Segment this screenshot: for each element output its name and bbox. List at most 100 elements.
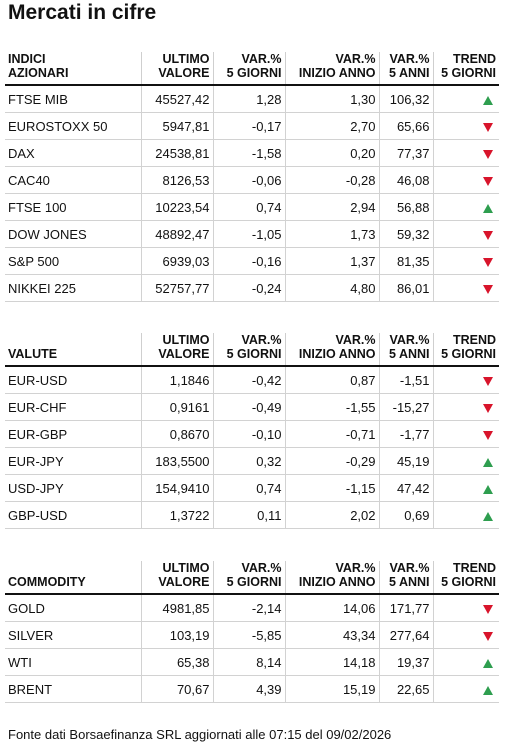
- header-var-5y-line2: 5 ANNI: [388, 347, 430, 361]
- section-title-line2: COMMODITY: [8, 575, 86, 589]
- var-5d: -0,42: [212, 366, 285, 394]
- header-trend-line1: TREND: [452, 333, 496, 347]
- trend-up-icon: [483, 685, 493, 695]
- last-value: 48892,47: [140, 220, 213, 248]
- var-5d: -0,16: [212, 247, 285, 275]
- var-ytd: 43,34: [284, 621, 379, 649]
- var-5d: -1,58: [212, 139, 285, 167]
- var-5y: 59,32: [378, 220, 433, 248]
- trend-down-icon: [483, 149, 493, 159]
- var-ytd: 4,80: [284, 274, 379, 302]
- header-var-ytd-line1: VAR.%: [335, 52, 376, 66]
- var-ytd: 14,06: [284, 594, 379, 622]
- last-value: 1,1846: [140, 366, 213, 394]
- instrument-name: BRENT: [5, 675, 141, 703]
- var-5d: 0,32: [212, 447, 285, 475]
- var-5y: -1,51: [378, 366, 433, 394]
- var-ytd: 1,37: [284, 247, 379, 275]
- last-value: 183,5500: [140, 447, 213, 475]
- var-5y: 19,37: [378, 648, 433, 676]
- trend-cell: [432, 474, 499, 502]
- trend-cell: [432, 447, 499, 475]
- header-var-ytd: VAR.% INIZIO ANNO: [284, 561, 379, 595]
- trend-down-icon: [483, 604, 493, 614]
- instrument-name: WTI: [5, 648, 141, 676]
- last-value: 8126,53: [140, 166, 213, 194]
- instrument-name: USD-JPY: [5, 474, 141, 502]
- trend-cell: [432, 594, 499, 622]
- header-var-ytd: VAR.% INIZIO ANNO: [284, 52, 379, 86]
- header-var-5d: VAR.% 5 GIORNI: [212, 52, 285, 86]
- trend-up-icon: [483, 203, 493, 213]
- last-value: 1,3722: [140, 501, 213, 529]
- instrument-name: FTSE 100: [5, 193, 141, 221]
- var-5y: 277,64: [378, 621, 433, 649]
- section-title-line2: VALUTE: [8, 347, 58, 361]
- var-5d: -2,14: [212, 594, 285, 622]
- var-5d: 0,74: [212, 193, 285, 221]
- last-value: 103,19: [140, 621, 213, 649]
- last-value: 10223,54: [140, 193, 213, 221]
- header-trend: TREND 5 GIORNI: [432, 333, 499, 367]
- var-5d: -5,85: [212, 621, 285, 649]
- header-var-5y-line1: VAR.%: [389, 333, 430, 347]
- table-row: SILVER 103,19 -5,85 43,34 277,64: [5, 621, 499, 649]
- var-5d: 4,39: [212, 675, 285, 703]
- var-ytd: 2,70: [284, 112, 379, 140]
- var-ytd: 2,94: [284, 193, 379, 221]
- trend-cell: [432, 220, 499, 248]
- header-last-value: ULTIMO VALORE: [140, 333, 213, 367]
- header-var-5d-line2: 5 GIORNI: [226, 66, 282, 80]
- trend-cell: [432, 247, 499, 275]
- var-5y: 56,88: [378, 193, 433, 221]
- header-var-ytd-line2: INIZIO ANNO: [298, 66, 376, 80]
- var-ytd: 15,19: [284, 675, 379, 703]
- header-trend: TREND 5 GIORNI: [432, 561, 499, 595]
- header-trend-line1: TREND: [452, 52, 496, 66]
- header-trend-line1: TREND: [452, 561, 496, 575]
- header-last-value: ULTIMO VALORE: [140, 561, 213, 595]
- header-var-ytd-line2: INIZIO ANNO: [298, 347, 376, 361]
- trend-down-icon: [483, 403, 493, 413]
- var-ytd: -1,15: [284, 474, 379, 502]
- var-5d: -0,17: [212, 112, 285, 140]
- var-5y: 106,32: [378, 85, 433, 113]
- trend-up-icon: [483, 457, 493, 467]
- var-ytd: 1,30: [284, 85, 379, 113]
- instrument-name: S&P 500: [5, 247, 141, 275]
- header-var-5d-line2: 5 GIORNI: [226, 575, 282, 589]
- header-var-5y-line2: 5 ANNI: [388, 575, 430, 589]
- last-value: 0,8670: [140, 420, 213, 448]
- instrument-name: EUR-JPY: [5, 447, 141, 475]
- var-ytd: 2,02: [284, 501, 379, 529]
- var-5y: 86,01: [378, 274, 433, 302]
- header-last-value: ULTIMO VALORE: [140, 52, 213, 86]
- table-row: EUR-JPY 183,5500 0,32 -0,29 45,19: [5, 447, 499, 475]
- var-5d: -0,06: [212, 166, 285, 194]
- table-row: DAX 24538,81 -1,58 0,20 77,37: [5, 139, 499, 167]
- header-trend: TREND 5 GIORNI: [432, 52, 499, 86]
- table-row: FTSE MIB 45527,42 1,28 1,30 106,32: [5, 85, 499, 113]
- var-5d: 1,28: [212, 85, 285, 113]
- table-row: USD-JPY 154,9410 0,74 -1,15 47,42: [5, 474, 499, 502]
- last-value: 6939,03: [140, 247, 213, 275]
- var-ytd: -0,28: [284, 166, 379, 194]
- trend-cell: [432, 166, 499, 194]
- commodities-table: COMMODITY ULTIMO VALORE VAR.% 5 GIORNI VAR.% I…: [5, 561, 499, 703]
- header-last-value-line1: ULTIMO: [162, 52, 210, 66]
- table-row: DOW JONES 48892,47 -1,05 1,73 59,32: [5, 220, 499, 248]
- trend-cell: [432, 420, 499, 448]
- last-value: 4981,85: [140, 594, 213, 622]
- var-5y: 22,65: [378, 675, 433, 703]
- header-var-5d-line1: VAR.%: [241, 333, 282, 347]
- last-value: 154,9410: [140, 474, 213, 502]
- trend-cell: [432, 112, 499, 140]
- trend-cell: [432, 193, 499, 221]
- instrument-name: EUROSTOXX 50: [5, 112, 141, 140]
- last-value: 0,9161: [140, 393, 213, 421]
- trend-cell: [432, 366, 499, 394]
- header-last-value-line1: ULTIMO: [162, 561, 210, 575]
- instrument-name: EUR-GBP: [5, 420, 141, 448]
- last-value: 52757,77: [140, 274, 213, 302]
